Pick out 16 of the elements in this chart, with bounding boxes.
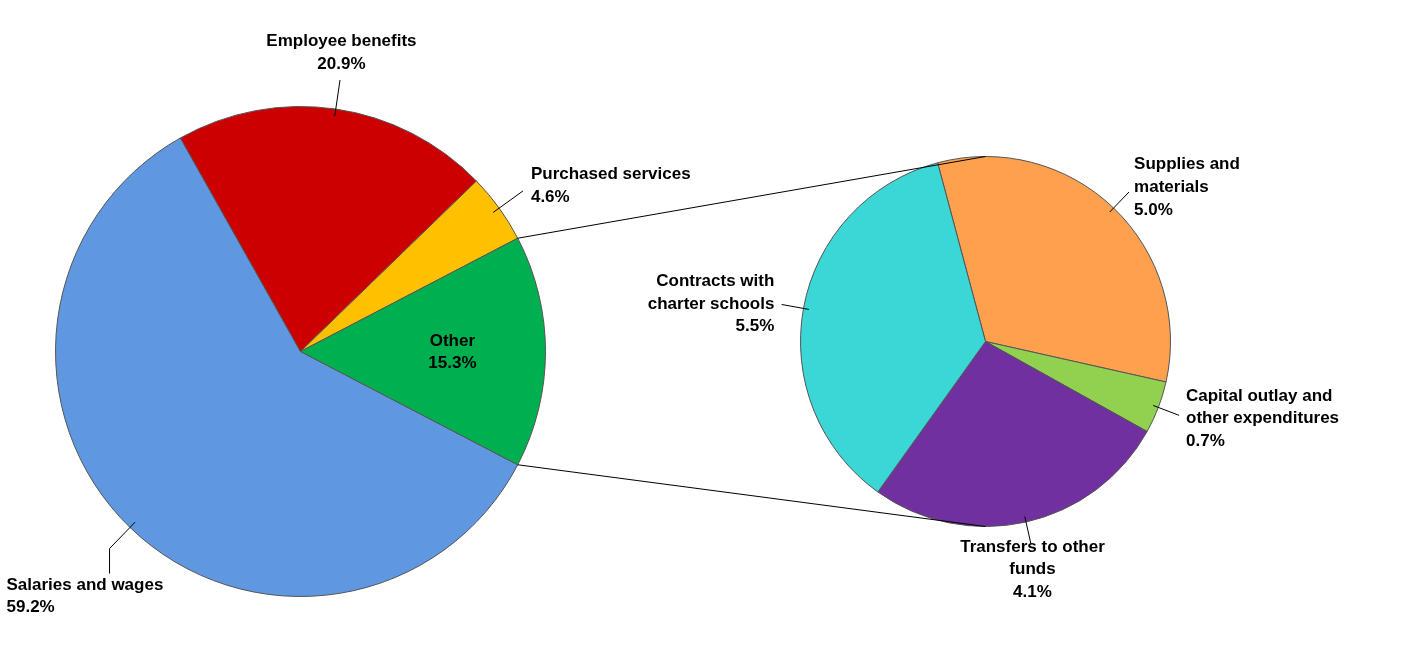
data-label: 59.2% <box>6 597 55 617</box>
slice-label: Employee benefits <box>266 31 417 51</box>
slice-label: Salaries and wages <box>6 574 164 594</box>
slice-label: Contracts with charter schools <box>647 270 775 313</box>
slice-label: Capital outlay and other expenditures <box>1186 385 1340 428</box>
slice-label: Other <box>429 330 476 350</box>
data-label: 15.3% <box>428 353 477 373</box>
data-label: 4.6% <box>530 187 570 207</box>
slice-label: Purchased services <box>530 164 691 184</box>
slice-label: Transfers to other funds <box>960 536 1106 579</box>
data-label: 5.0% <box>1134 199 1173 219</box>
data-label: 20.9% <box>317 54 366 74</box>
data-label: 0.7% <box>1186 431 1225 451</box>
data-label: 4.1% <box>1013 582 1052 602</box>
data-label: 5.5% <box>735 316 775 336</box>
slice-label: Supplies and materials <box>1134 154 1240 197</box>
